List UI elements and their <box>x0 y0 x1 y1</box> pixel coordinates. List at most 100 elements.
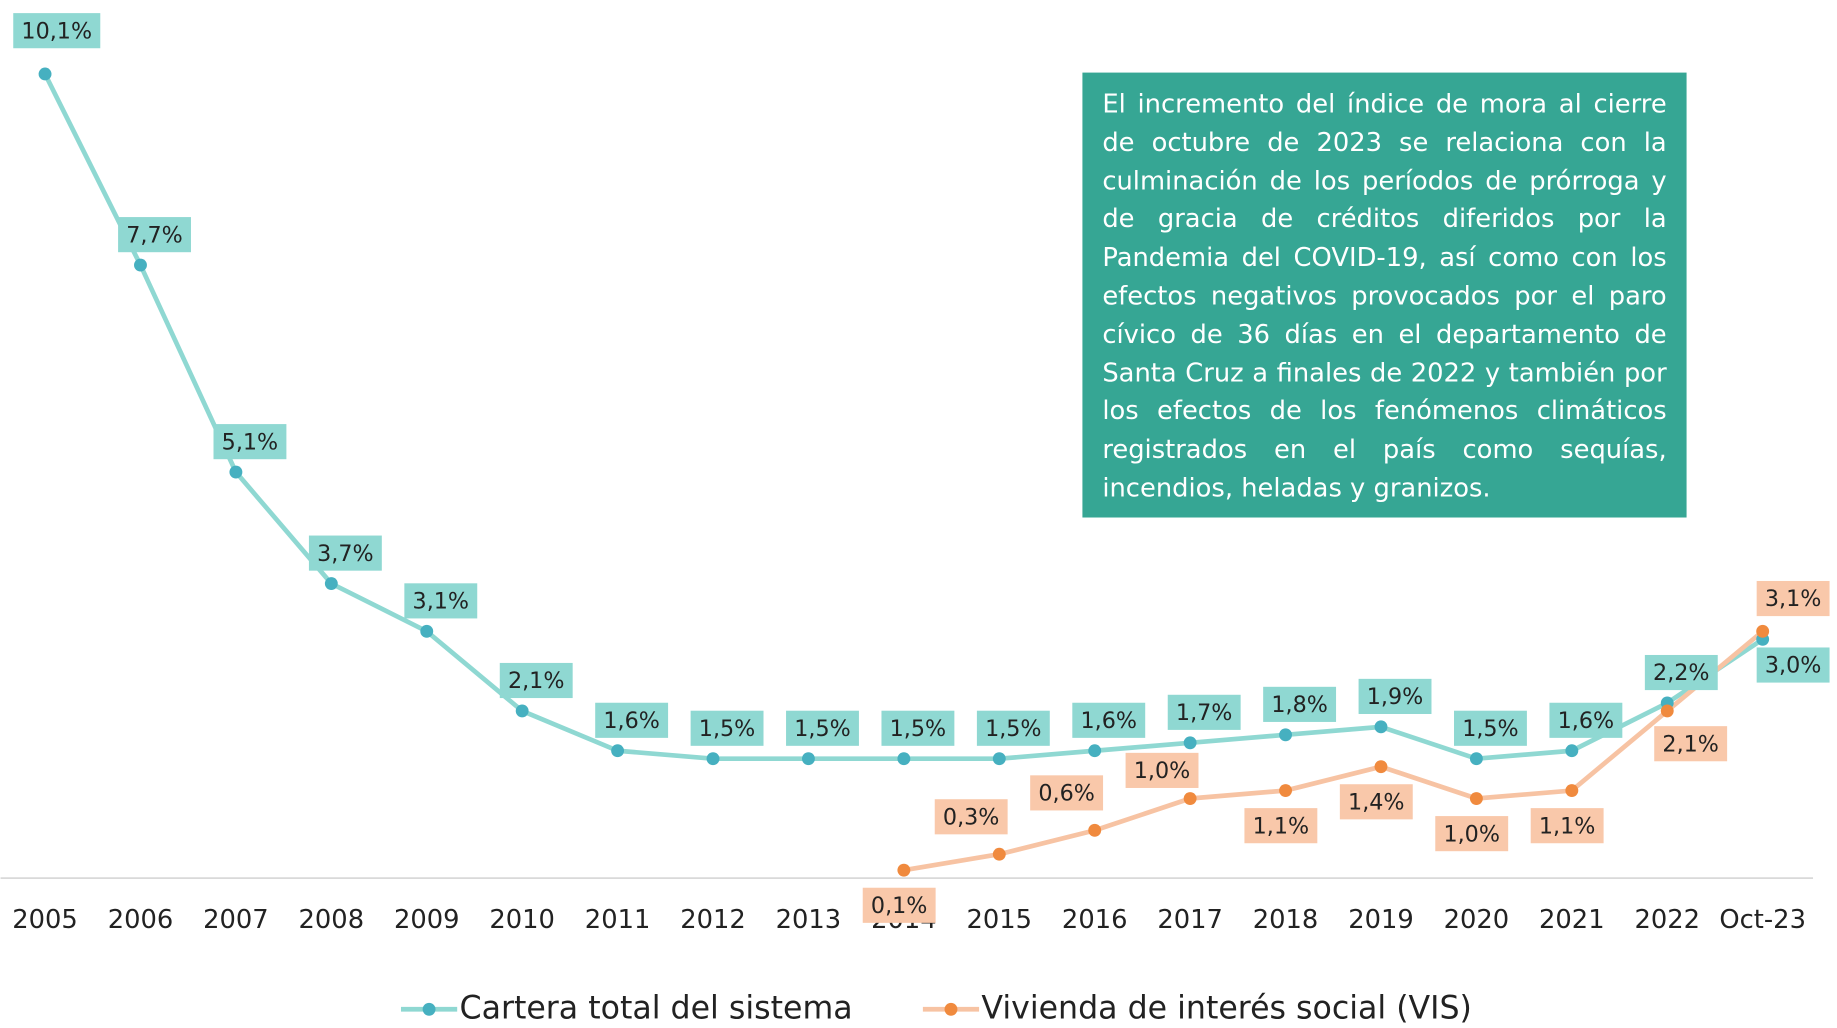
point <box>1088 744 1102 758</box>
data-label-text: 1,6% <box>1081 708 1138 734</box>
point <box>897 752 911 766</box>
data-label-box <box>862 887 936 923</box>
point <box>420 624 434 638</box>
x-tick-label: 2017 <box>1157 905 1223 935</box>
data-label: 1,4% <box>1339 784 1413 820</box>
data-label: 1,1% <box>1244 808 1318 844</box>
data-label: 0,6% <box>1030 775 1104 811</box>
data-label-text: 0,1% <box>871 893 928 919</box>
data-label-box <box>13 13 101 49</box>
data-label-text: 1,6% <box>1558 708 1615 734</box>
data-label-text: 1,9% <box>1367 684 1424 710</box>
x-tick-label: 2022 <box>1634 905 1700 935</box>
data-label-text: 1,5% <box>985 716 1042 742</box>
x-tick-label: 2016 <box>1062 905 1128 935</box>
x-tick-label: 2011 <box>585 905 651 935</box>
point <box>1279 784 1292 797</box>
data-label-box <box>690 710 764 746</box>
point <box>324 577 338 590</box>
x-tick-label: 2018 <box>1253 905 1319 935</box>
data-label-text: 3,1% <box>1765 586 1822 612</box>
data-label: 2,1% <box>499 662 573 699</box>
data-label-box <box>1358 678 1432 714</box>
point <box>1565 744 1579 758</box>
data-label-box <box>118 217 191 253</box>
data-label-box <box>1030 775 1104 811</box>
point <box>897 863 911 877</box>
data-label: 0,1% <box>862 887 936 923</box>
data-label: 1,5% <box>881 710 955 746</box>
data-label-box <box>1530 808 1604 844</box>
annotation-box <box>1082 72 1687 518</box>
point <box>1183 792 1197 805</box>
x-tick-label: 2007 <box>203 905 269 935</box>
point <box>134 258 147 272</box>
data-label: 2,1% <box>1654 726 1728 762</box>
data-label-box <box>1263 686 1337 722</box>
data-label-text: 1,7% <box>1176 700 1233 726</box>
data-label-text: 0,6% <box>1038 781 1095 807</box>
data-label: 1,8% <box>1263 686 1337 722</box>
data-label-box <box>786 710 859 746</box>
data-label: 1,1% <box>1530 808 1604 844</box>
point <box>706 752 720 766</box>
data-label: 3,7% <box>308 535 382 571</box>
legend-marker <box>944 1002 958 1016</box>
data-label-text: 2,1% <box>508 668 564 694</box>
data-label-text: 1,6% <box>603 708 660 734</box>
data-label: 0,3% <box>934 799 1008 835</box>
data-label: 2,2% <box>1644 654 1718 691</box>
data-label-text: 2,1% <box>1662 731 1719 757</box>
data-label-text: 3,1% <box>413 589 470 615</box>
data-label-text: 1,5% <box>890 716 947 742</box>
data-label: 7,7% <box>118 217 191 253</box>
point <box>611 744 625 758</box>
data-label-text: 3,7% <box>317 541 373 567</box>
point <box>229 465 243 479</box>
data-label-box <box>881 710 955 746</box>
data-label-box <box>1454 710 1527 746</box>
annotation: El incremento del índice de mora al cier… <box>1102 90 1667 504</box>
point <box>1660 704 1674 718</box>
x-tick-label: 2015 <box>967 905 1033 935</box>
data-label: 1,5% <box>1454 710 1527 746</box>
point <box>1279 728 1292 742</box>
data-label-text: 1,1% <box>1539 813 1596 839</box>
legend-label: Cartera total del sistema <box>460 990 853 1026</box>
x-tick-label: 2021 <box>1539 905 1605 935</box>
x-tick-label: 2019 <box>1348 905 1414 935</box>
point <box>38 67 52 81</box>
data-label-box <box>1756 580 1830 617</box>
data-label-text: 7,7% <box>126 222 183 248</box>
data-label: 1,0% <box>1435 816 1509 852</box>
data-label-box <box>595 702 669 738</box>
data-label: 1,9% <box>1358 678 1432 714</box>
data-label-text: 1,5% <box>1462 716 1519 742</box>
point <box>1374 720 1388 734</box>
point <box>802 752 815 766</box>
point <box>1183 736 1197 750</box>
data-label-text: 1,5% <box>699 716 756 742</box>
data-label: 1,5% <box>976 710 1050 746</box>
data-label-text: 3,0% <box>1765 653 1822 679</box>
data-label: 10,1% <box>13 13 101 49</box>
data-label-box <box>1125 752 1199 788</box>
point <box>515 704 529 718</box>
point <box>1565 784 1579 797</box>
data-label-text: 1,1% <box>1253 813 1310 839</box>
data-label: 1,6% <box>1072 702 1146 738</box>
data-label-box <box>404 583 478 619</box>
data-label-text: 1,0% <box>1443 821 1500 847</box>
point <box>1469 792 1483 805</box>
x-tick-label: 2006 <box>108 905 174 935</box>
data-label-box <box>1549 702 1623 738</box>
data-label-text: 1,4% <box>1348 789 1405 815</box>
data-label: 1,6% <box>595 702 669 738</box>
x-tick-label: 2010 <box>489 905 555 935</box>
data-label: 1,0% <box>1125 752 1199 788</box>
data-label: 3,0% <box>1756 647 1830 683</box>
data-label-box <box>1654 726 1728 762</box>
point <box>1756 624 1770 638</box>
annotation-text: El incremento del índice de mora al cier… <box>1102 90 1667 504</box>
data-label-text: 1,8% <box>1271 692 1328 718</box>
